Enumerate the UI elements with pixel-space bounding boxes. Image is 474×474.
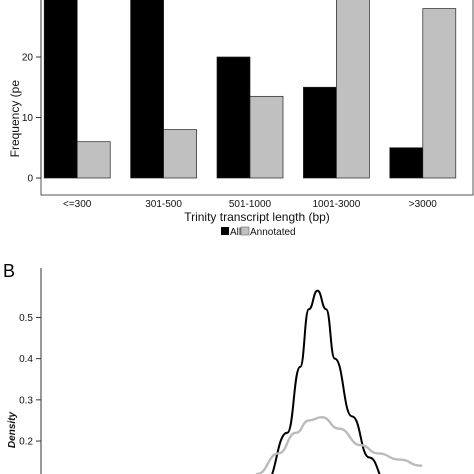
panel-a-y-ticks: 0 10 20 bbox=[22, 53, 41, 185]
panel-b-y-ticks: 0.2 0.3 0.4 0.5 bbox=[19, 313, 41, 448]
panel-a-bars bbox=[43, 0, 457, 179]
bar-annotated-2 bbox=[249, 95, 284, 179]
panel-b-y-axis-label: Density bbox=[7, 412, 18, 449]
bar-all-3 bbox=[303, 86, 337, 179]
legend-label-all: All bbox=[230, 227, 241, 238]
bar-all-2 bbox=[216, 56, 251, 179]
bar-annotated-3 bbox=[336, 0, 370, 179]
y-tick-label: 20 bbox=[22, 53, 34, 64]
bar-annotated-1 bbox=[163, 129, 197, 179]
panel-b-label: B bbox=[3, 261, 15, 281]
legend-label-annotated: Annotated bbox=[250, 227, 296, 238]
y-tick-label: 0 bbox=[27, 174, 33, 185]
y-tick-label: 0.2 bbox=[19, 437, 33, 448]
y-tick-label: 10 bbox=[22, 113, 34, 124]
density-line-0 bbox=[271, 289, 381, 474]
density-line-1 bbox=[255, 415, 423, 474]
panel-a-x-ticks: <=300 301-500 501-1000 1001-3000 >3000 bbox=[63, 199, 437, 210]
legend-swatch-annotated bbox=[240, 226, 250, 236]
bar-annotated-0 bbox=[76, 141, 111, 179]
bar-all-0 bbox=[43, 0, 78, 179]
panel-a-x-axis-label: Trinity transcript length (bp) bbox=[184, 210, 330, 224]
bar-all-1 bbox=[130, 0, 164, 179]
x-tick-label: 1001-3000 bbox=[312, 199, 360, 210]
panel-a-y-axis-label: Frequency (pe bbox=[8, 80, 22, 158]
panel-b-density-chart: B 0.2 0.3 0.4 0.5 Density bbox=[3, 261, 423, 474]
y-tick-label: 0.4 bbox=[19, 354, 33, 365]
y-tick-label: 0.5 bbox=[19, 313, 33, 324]
bar-annotated-4 bbox=[422, 8, 457, 179]
panel-a-legend: All Annotated bbox=[221, 226, 296, 238]
panel-b-density-lines bbox=[255, 289, 423, 474]
bar-all-4 bbox=[389, 147, 424, 179]
x-tick-label: 301-500 bbox=[145, 199, 182, 210]
panel-a-bar-chart: 0 10 20 <=300 301-500 501-1000 1001-3000 >3000… bbox=[8, 0, 474, 238]
x-tick-label: <=300 bbox=[63, 199, 92, 210]
legend-swatch-all bbox=[221, 227, 229, 235]
y-tick-label: 0.3 bbox=[19, 395, 33, 406]
x-tick-label: 501-1000 bbox=[229, 199, 272, 210]
x-tick-label: >3000 bbox=[409, 199, 438, 210]
